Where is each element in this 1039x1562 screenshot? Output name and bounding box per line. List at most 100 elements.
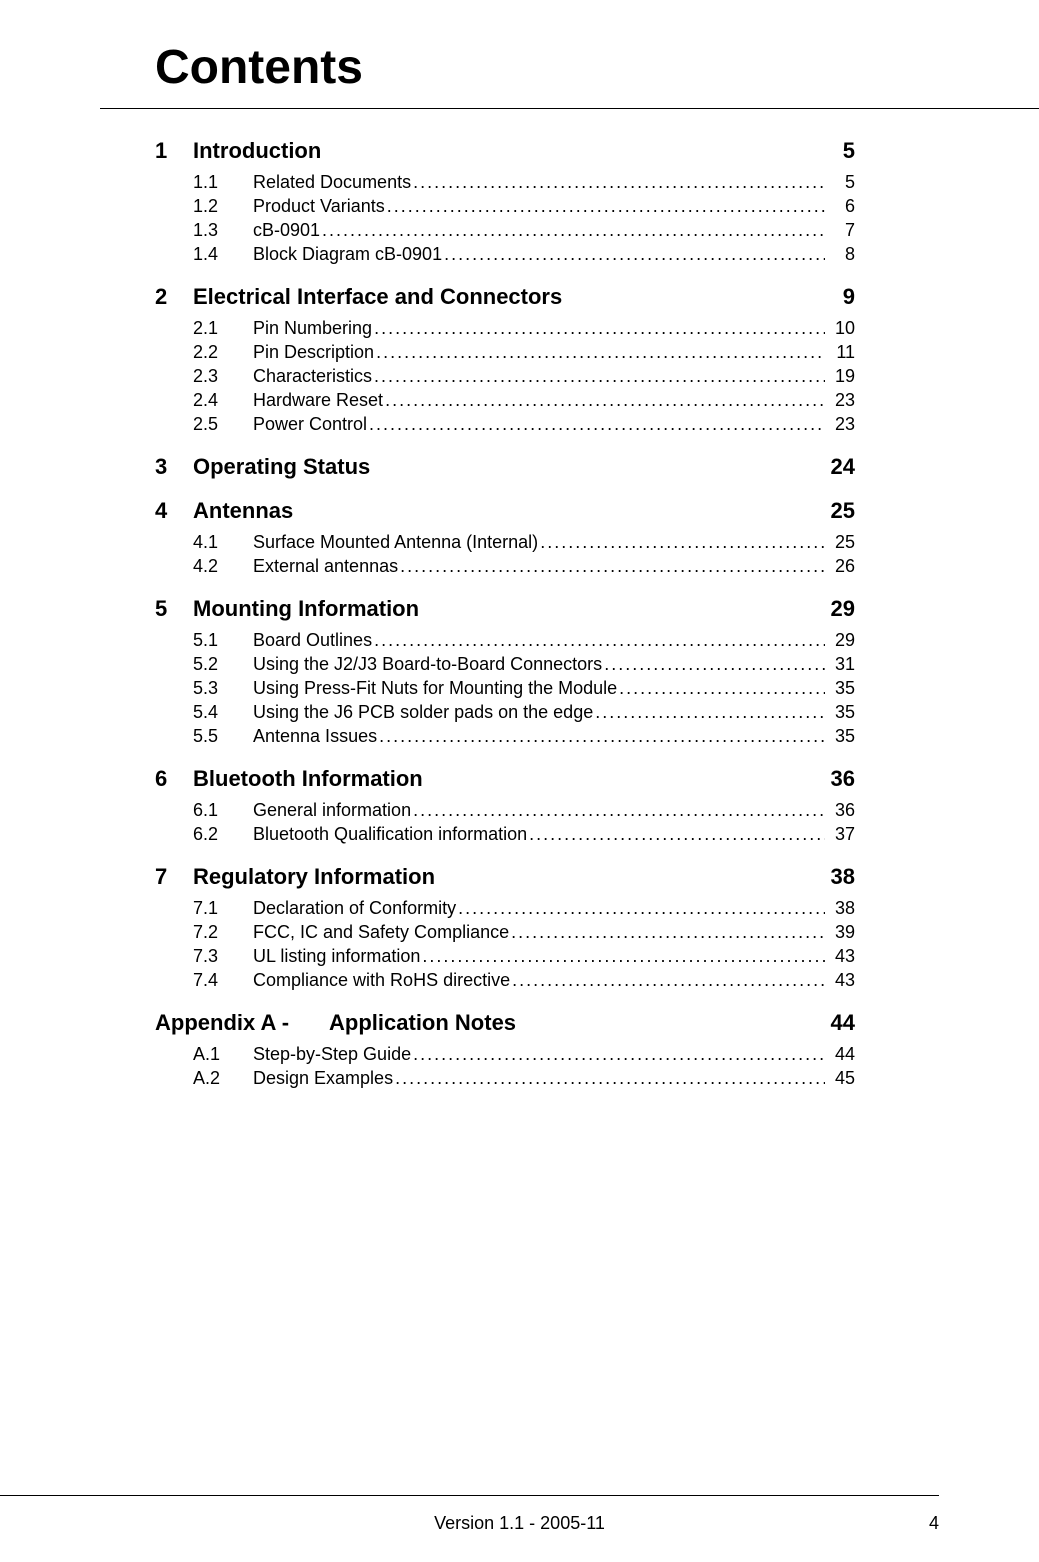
toc-section-row[interactable]: 7Regulatory Information38	[155, 864, 855, 890]
toc-subsection-page: 35	[827, 676, 855, 700]
toc-subsection-row[interactable]: A.1Step-by-Step Guide 44	[155, 1042, 855, 1066]
toc-subsection-title: Step-by-Step Guide	[253, 1042, 411, 1066]
toc-leader-dots	[619, 676, 825, 700]
document-page: Contents 1Introduction51.1Related Docume…	[0, 0, 1039, 1562]
toc-subsection-row[interactable]: 5.3Using Press-Fit Nuts for Mounting the…	[155, 676, 855, 700]
toc-subsection-number: 4.1	[193, 530, 253, 554]
toc-subsection-title: Pin Numbering	[253, 316, 372, 340]
toc-subsection-title-wrap: UL listing information	[253, 944, 827, 968]
toc-section-row[interactable]: Appendix A -Application Notes44	[155, 1010, 855, 1036]
toc-subsection-row[interactable]: 7.2FCC, IC and Safety Compliance39	[155, 920, 855, 944]
toc-subsection-row[interactable]: 7.1Declaration of Conformity38	[155, 896, 855, 920]
toc-section-page: 38	[815, 864, 855, 890]
footer-page-number: 4	[929, 1513, 939, 1534]
toc-leader-dots	[512, 968, 825, 992]
toc-subsection-row[interactable]: 1.1Related Documents5	[155, 170, 855, 194]
toc-subsection-list: A.1Step-by-Step Guide 44A.2Design Example…	[155, 1042, 855, 1090]
toc-section-row[interactable]: 4Antennas25	[155, 498, 855, 524]
toc-subsection-row[interactable]: 7.3UL listing information43	[155, 944, 855, 968]
toc-subsection-row[interactable]: 6.1General information36	[155, 798, 855, 822]
toc-subsection-page: 44	[827, 1042, 855, 1066]
toc-subsection-title: Using the J6 PCB solder pads on the edge	[253, 700, 593, 724]
toc-section-row[interactable]: 1Introduction5	[155, 138, 855, 164]
toc-subsection-number: 5.4	[193, 700, 253, 724]
toc-section-title: Operating Status	[193, 454, 815, 480]
toc-subsection-title: Power Control	[253, 412, 367, 436]
toc-subsection-title: FCC, IC and Safety Compliance	[253, 920, 509, 944]
toc-subsection-page: 25	[827, 530, 855, 554]
toc-subsection-title: Product Variants	[253, 194, 385, 218]
toc-section-row[interactable]: 2Electrical Interface and Connectors9	[155, 284, 855, 310]
toc-section-number: 3	[155, 454, 193, 480]
toc-subsection-row[interactable]: 6.2Bluetooth Qualification information37	[155, 822, 855, 846]
toc-section-number: 5	[155, 596, 193, 622]
title-rule	[100, 108, 1039, 109]
toc-section-page: 44	[815, 1010, 855, 1036]
toc-subsection-title-wrap: Antenna Issues	[253, 724, 827, 748]
toc-subsection-title-wrap: Step-by-Step Guide	[253, 1042, 827, 1066]
toc-subsection-row[interactable]: 1.2Product Variants6	[155, 194, 855, 218]
toc-section-page: 29	[815, 596, 855, 622]
toc-subsection-title: Declaration of Conformity	[253, 896, 456, 920]
toc-subsection-title-wrap: Design Examples	[253, 1066, 827, 1090]
toc-subsection-row[interactable]: 5.2Using the J2/J3 Board-to-Board Connec…	[155, 652, 855, 676]
toc-subsection-number: 2.5	[193, 412, 253, 436]
toc-leader-dots	[322, 218, 825, 242]
toc-subsection-title: Using the J2/J3 Board-to-Board Connector…	[253, 652, 602, 676]
toc-section-row[interactable]: 3Operating Status24	[155, 454, 855, 480]
toc-subsection-number: 2.2	[193, 340, 253, 364]
toc-subsection-row[interactable]: 2.3Characteristics19	[155, 364, 855, 388]
toc-subsection-row[interactable]: 7.4Compliance with RoHS directive 43	[155, 968, 855, 992]
toc-subsection-row[interactable]: 5.5Antenna Issues35	[155, 724, 855, 748]
toc-section-title: Regulatory Information	[193, 864, 815, 890]
toc-section-row[interactable]: 6Bluetooth Information36	[155, 766, 855, 792]
toc-section-number: 1	[155, 138, 193, 164]
toc-subsection-title: Characteristics	[253, 364, 372, 388]
toc-subsection-number: A.1	[193, 1042, 253, 1066]
footer-version: Version 1.1 - 2005-11	[0, 1513, 1039, 1534]
toc-section-row[interactable]: 5Mounting Information29	[155, 596, 855, 622]
toc-subsection-row[interactable]: 4.1Surface Mounted Antenna (Internal)25	[155, 530, 855, 554]
toc-subsection-number: 1.3	[193, 218, 253, 242]
toc-subsection-title-wrap: Characteristics	[253, 364, 827, 388]
toc-subsection-title-wrap: Pin Numbering	[253, 316, 827, 340]
toc-subsection-row[interactable]: 1.3cB-09017	[155, 218, 855, 242]
toc-subsection-page: 11	[827, 340, 855, 364]
toc-subsection-row[interactable]: 4.2External antennas26	[155, 554, 855, 578]
toc-subsection-row[interactable]: 2.2Pin Description11	[155, 340, 855, 364]
toc-section-number: 4	[155, 498, 193, 524]
toc-subsection-number: 6.1	[193, 798, 253, 822]
toc-leader-dots	[413, 170, 825, 194]
toc-subsection-title-wrap: Using Press-Fit Nuts for Mounting the Mo…	[253, 676, 827, 700]
toc-subsection-row[interactable]: 5.1Board Outlines29	[155, 628, 855, 652]
toc-subsection-title: Antenna Issues	[253, 724, 377, 748]
toc-subsection-row[interactable]: 5.4Using the J6 PCB solder pads on the e…	[155, 700, 855, 724]
toc-leader-dots	[422, 944, 825, 968]
toc-subsection-page: 35	[827, 724, 855, 748]
toc-leader-dots	[374, 364, 825, 388]
toc-section-page: 36	[815, 766, 855, 792]
toc-subsection-title: General information	[253, 798, 411, 822]
toc-subsection-page: 35	[827, 700, 855, 724]
toc-subsection-title-wrap: Hardware Reset	[253, 388, 827, 412]
toc-subsection-number: 6.2	[193, 822, 253, 846]
toc-leader-dots	[385, 388, 825, 412]
toc-subsection-page: 10	[827, 316, 855, 340]
toc-subsection-page: 43	[827, 968, 855, 992]
toc-subsection-row[interactable]: 2.1Pin Numbering10	[155, 316, 855, 340]
toc-section-number: 7	[155, 864, 193, 890]
toc-section-page: 24	[815, 454, 855, 480]
toc-subsection-row[interactable]: 2.4Hardware Reset23	[155, 388, 855, 412]
toc-subsection-row[interactable]: 1.4Block Diagram cB-09018	[155, 242, 855, 266]
toc-subsection-number: 7.4	[193, 968, 253, 992]
toc-subsection-row[interactable]: 2.5Power Control23	[155, 412, 855, 436]
toc-subsection-title-wrap: Power Control	[253, 412, 827, 436]
toc-subsection-row[interactable]: A.2Design Examples45	[155, 1066, 855, 1090]
toc-subsection-page: 19	[827, 364, 855, 388]
toc-subsection-title: Compliance with RoHS directive	[253, 968, 510, 992]
toc-subsection-list: 5.1Board Outlines295.2Using the J2/J3 Bo…	[155, 628, 855, 748]
toc-subsection-list: 6.1General information366.2Bluetooth Qua…	[155, 798, 855, 846]
toc-subsection-title: cB-0901	[253, 218, 320, 242]
toc-leader-dots	[376, 340, 825, 364]
toc-section-page: 5	[815, 138, 855, 164]
